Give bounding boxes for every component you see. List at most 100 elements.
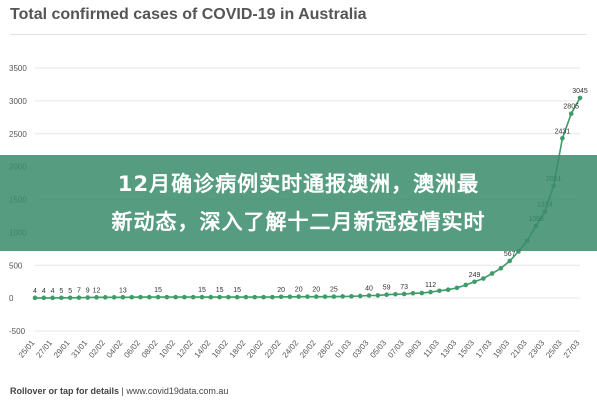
x-tick-label: 10/02 (157, 338, 177, 360)
data-point (146, 294, 152, 300)
data-point (182, 294, 187, 300)
data-point (366, 293, 372, 298)
y-tick-label: 0 (9, 294, 14, 303)
data-point (454, 285, 460, 291)
data-point (419, 290, 425, 296)
data-point (393, 291, 398, 297)
data-label: 2431 (555, 128, 571, 135)
data-label: 20 (312, 287, 320, 294)
data-point (103, 295, 108, 300)
data-point (437, 288, 442, 294)
x-tick-label: 29/01 (52, 338, 72, 360)
data-label: 2805 (563, 104, 579, 111)
data-point (472, 279, 477, 285)
data-point (234, 294, 240, 300)
x-tick-label: 17/03 (474, 338, 494, 360)
x-tick-label: 23/03 (527, 338, 547, 360)
data-point (498, 265, 504, 271)
source-credit[interactable]: | www.covid19data.com.au (119, 386, 229, 396)
x-tick-label: 31/01 (70, 338, 90, 360)
data-point (287, 294, 293, 300)
data-point (357, 293, 363, 299)
data-point (410, 290, 416, 296)
data-point (340, 294, 345, 299)
data-label: 567 (504, 251, 516, 258)
data-label: 15 (216, 287, 224, 294)
data-point (243, 294, 249, 300)
data-point (138, 294, 143, 300)
x-tick-label: 19/03 (491, 338, 511, 360)
data-point (489, 271, 495, 276)
data-point (67, 295, 73, 301)
y-tick-label: 3000 (9, 97, 27, 106)
x-tick-label: 22/02 (263, 338, 283, 360)
data-label: 4 (51, 288, 55, 295)
title-divider (10, 34, 587, 35)
data-point (252, 294, 258, 300)
data-label: 4 (33, 288, 37, 295)
data-point (568, 111, 574, 116)
x-tick-label: 25/01 (17, 338, 37, 360)
chart-title: Total confirmed cases of COVID-19 in Aus… (10, 6, 367, 23)
data-point (384, 292, 389, 298)
banner-headline-line-2: 新动态，深入了解十二月新冠疫情实时 (111, 210, 486, 234)
x-tick-label: 27/03 (562, 338, 582, 360)
data-label: 40 (365, 285, 373, 292)
data-label: 4 (42, 288, 46, 295)
data-point (560, 135, 565, 141)
data-point (322, 294, 328, 299)
data-point (173, 294, 178, 300)
data-point (111, 295, 117, 300)
data-point (120, 294, 126, 300)
x-tick-label: 04/02 (105, 338, 125, 360)
x-tick-label: 12/02 (175, 338, 195, 360)
data-point (463, 282, 469, 288)
x-tick-label: 27/01 (34, 338, 54, 360)
data-label: 15 (154, 287, 162, 294)
x-tick-label: 05/03 (368, 338, 388, 360)
footer-note: Rollover or tap for details | www.covid1… (10, 386, 228, 396)
x-tick-label: 01/03 (333, 338, 353, 360)
data-point (32, 295, 38, 301)
x-tick-label: 20/02 (245, 338, 265, 360)
data-point (313, 294, 319, 299)
x-tick-label: 03/03 (351, 338, 371, 360)
x-tick-label: 14/02 (193, 338, 213, 360)
x-tick-label: 02/02 (87, 338, 107, 360)
data-point (305, 294, 310, 299)
y-tick-label: 500 (9, 261, 23, 270)
data-point (481, 276, 486, 281)
banner-headline-line-1: 12月确诊病例实时通报澳洲，澳洲最 (117, 172, 480, 196)
data-point (94, 295, 99, 300)
data-label: 13 (119, 287, 127, 294)
data-label: 12 (93, 287, 101, 294)
x-tick-label: 18/02 (228, 338, 248, 360)
x-tick-label: 13/03 (439, 338, 459, 360)
data-point (59, 295, 64, 301)
data-label: 73 (400, 284, 408, 291)
data-point (155, 294, 161, 300)
y-tick-label: 3500 (9, 64, 27, 73)
data-point (85, 295, 91, 300)
data-point (296, 294, 302, 299)
rollover-hint: Rollover or tap for details (10, 386, 120, 396)
data-point (278, 294, 284, 300)
data-label: 20 (295, 287, 303, 294)
data-label: 9 (86, 288, 90, 295)
data-label: 7 (77, 288, 81, 295)
data-point (401, 291, 407, 297)
data-label: 15 (233, 287, 241, 294)
x-tick-label: 26/02 (298, 338, 318, 360)
x-tick-label: 25/03 (544, 338, 564, 360)
x-tick-label: 21/03 (509, 338, 529, 360)
x-tick-label: 16/02 (210, 338, 230, 360)
x-tick-label: 09/03 (404, 338, 424, 360)
data-point (41, 295, 47, 301)
data-point (261, 294, 266, 300)
x-tick-label: 08/02 (140, 338, 160, 360)
x-tick-label: 07/03 (386, 338, 406, 360)
data-label: 20 (277, 287, 285, 294)
data-point (190, 294, 196, 300)
y-tick-label: 2500 (9, 130, 27, 139)
data-point (217, 294, 222, 300)
